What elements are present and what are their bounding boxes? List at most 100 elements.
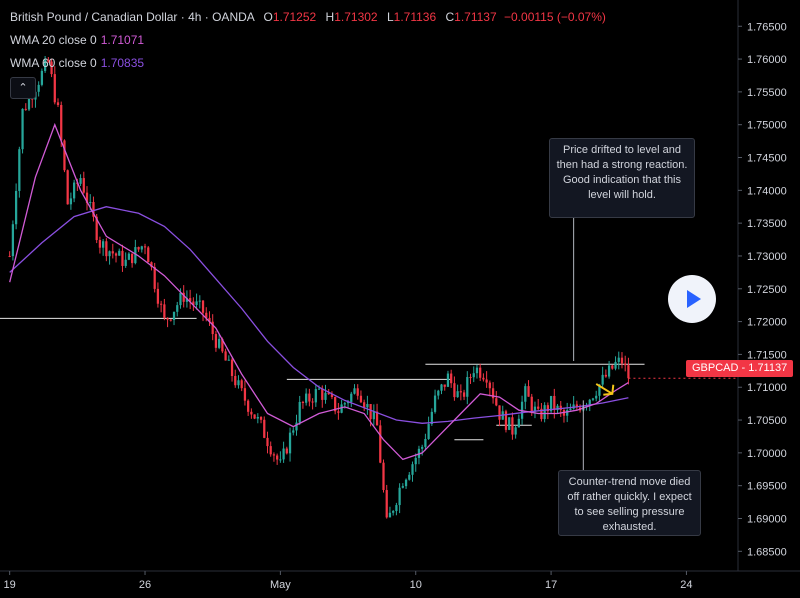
y-tick-label: 1.70000 <box>747 448 787 460</box>
annotation-note-level-hold[interactable]: Price drifted to level and then had a st… <box>549 138 695 218</box>
candle-body <box>433 395 437 412</box>
candle-body <box>192 301 195 305</box>
play-button[interactable] <box>668 275 716 323</box>
candle-body <box>627 365 630 379</box>
candle-body <box>105 241 108 257</box>
annotation-note-counter-trend[interactable]: Counter-trend move died off rather quick… <box>558 470 701 536</box>
wma20-name: WMA 20 close 0 <box>10 33 97 47</box>
candle-body <box>53 74 56 103</box>
candle-body <box>475 367 479 374</box>
candle-body <box>137 247 140 250</box>
candle-body <box>450 373 453 384</box>
wma20-value: 1.71071 <box>100 33 145 47</box>
candle-body <box>498 405 501 420</box>
candle-body <box>443 384 446 387</box>
candle-body <box>169 319 172 321</box>
candle-body <box>401 486 404 488</box>
symbol-title[interactable]: British Pound / Canadian Dollar · 4h · O… <box>10 10 255 24</box>
candle-body <box>375 411 379 426</box>
candle-body <box>350 393 353 402</box>
y-tick-label: 1.72500 <box>747 284 787 296</box>
candle-body <box>172 311 176 320</box>
candle-body <box>250 411 253 415</box>
candle-body <box>411 464 414 475</box>
candle-body <box>601 374 604 385</box>
candle-body <box>511 417 514 435</box>
candle-body <box>37 84 40 92</box>
y-tick-label: 1.75500 <box>747 87 787 99</box>
candle-body <box>198 300 201 302</box>
y-tick-label: 1.71500 <box>747 349 787 361</box>
candle-body <box>572 404 575 409</box>
candle-body <box>147 247 150 263</box>
candle-body <box>47 59 50 62</box>
candle-body <box>211 321 214 335</box>
y-tick-label: 1.72000 <box>747 317 787 329</box>
candle-body <box>240 380 243 389</box>
candle-body <box>234 375 237 386</box>
candle-body <box>182 292 185 302</box>
price-tag-symbol: GBPCAD <box>692 362 739 374</box>
candle-body <box>314 389 317 403</box>
candle-body <box>379 425 382 463</box>
candle-body <box>595 395 598 399</box>
candle-body <box>98 240 102 248</box>
candle-body <box>372 411 375 420</box>
candle-body <box>575 404 578 408</box>
candle-body <box>311 401 314 403</box>
candle-body <box>446 373 450 387</box>
collapse-legend-button[interactable]: ⌃ <box>10 77 36 99</box>
candle-body <box>66 170 69 205</box>
candle-body <box>553 395 556 411</box>
candle-body <box>301 401 305 403</box>
candle-body <box>111 251 114 254</box>
current-price-tag: GBPCAD - 1.71137 <box>686 360 794 377</box>
candle-body <box>230 359 234 376</box>
candle-body <box>221 338 224 352</box>
y-tick-label: 1.69500 <box>747 481 787 493</box>
candle-body <box>201 300 205 313</box>
change-value: −0.00115 (−0.07%) <box>504 10 606 24</box>
candle-body <box>89 202 92 204</box>
candle-body <box>179 292 182 306</box>
wma-layer <box>9 122 629 461</box>
candle-body <box>514 427 517 435</box>
candle-body <box>337 411 340 413</box>
candle-body <box>488 382 491 389</box>
wma60-legend[interactable]: WMA 60 close 0 1.70835 <box>10 55 606 71</box>
candle-body <box>346 401 350 404</box>
candle-body <box>624 363 627 366</box>
candle-body <box>440 384 443 391</box>
wma60-value: 1.70835 <box>100 56 145 70</box>
candle-body <box>508 417 511 430</box>
candle-body <box>72 182 76 199</box>
high-value: 1.71302 <box>334 10 378 24</box>
candle-body <box>537 406 540 409</box>
candle-body <box>85 192 89 204</box>
candle-body <box>214 334 218 348</box>
candle-body <box>340 404 343 413</box>
candle-body <box>79 178 82 184</box>
candle-body <box>305 393 308 403</box>
candle-body <box>92 202 95 217</box>
candle-body <box>524 386 527 402</box>
candle-body <box>292 430 295 433</box>
wma20-legend[interactable]: WMA 20 close 0 1.71071 <box>10 32 606 48</box>
symbol-header: British Pound / Canadian Dollar · 4h · O… <box>10 9 606 25</box>
candle-body <box>604 374 607 377</box>
arrow-head-icon <box>603 384 615 396</box>
candle-body <box>27 97 31 110</box>
candle-body <box>543 405 546 420</box>
candle-body <box>50 61 53 75</box>
level-layer <box>0 317 645 441</box>
candle-body <box>324 392 327 400</box>
candle-body <box>205 312 208 318</box>
candle-body <box>317 388 321 390</box>
candle-body <box>330 394 334 398</box>
y-tick-label: 1.70500 <box>747 415 787 427</box>
candle-body <box>556 405 559 411</box>
candle-body <box>101 241 105 248</box>
candle-body <box>369 404 372 420</box>
candle-body <box>253 414 256 419</box>
